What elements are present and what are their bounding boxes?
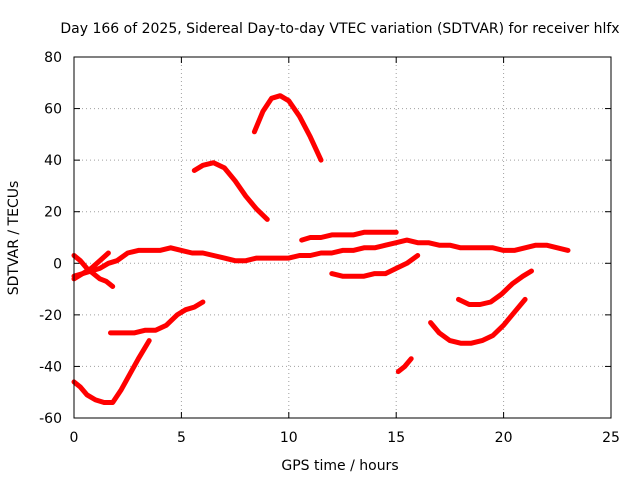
series-arc-1 (71, 338, 152, 405)
x-tick-label: 20 (495, 430, 513, 446)
y-tick-label: -20 (39, 308, 62, 324)
series-arc-5 (71, 250, 111, 282)
grid (74, 57, 611, 418)
y-axis-label: SDTVAR / TECUs (6, 181, 22, 296)
chart-title: Day 166 of 2025, Sidereal Day-to-day VTE… (60, 21, 619, 37)
series-arc-4 (71, 253, 116, 289)
y-tick-label: -60 (39, 411, 62, 427)
plot-frame (73, 56, 612, 419)
y-tick-label: 40 (44, 153, 62, 169)
series-arc-12 (456, 268, 534, 307)
x-tick-label: 25 (602, 430, 620, 446)
series-arc-6 (191, 160, 270, 222)
series-arc-7 (251, 93, 324, 163)
y-tick-label: 0 (53, 256, 62, 272)
x-axis-label: GPS time / hours (281, 458, 398, 474)
x-tick-label: 5 (177, 430, 186, 446)
series-arc-9 (329, 253, 421, 279)
x-tick-label: 0 (70, 430, 79, 446)
series-arc-8 (299, 229, 399, 243)
series-layer (71, 93, 571, 405)
x-tick-label: 10 (280, 430, 298, 446)
series-arc-2 (108, 299, 206, 336)
y-tick-label: -40 (39, 359, 62, 375)
x-tick-label: 15 (387, 430, 405, 446)
y-tick-label: 60 (44, 102, 62, 118)
series-arc-11 (428, 296, 528, 346)
y-tick-label: 20 (44, 205, 62, 221)
series-arc-10 (395, 356, 414, 375)
y-tick-label: 80 (44, 50, 62, 66)
series-arc-3 (71, 237, 571, 279)
